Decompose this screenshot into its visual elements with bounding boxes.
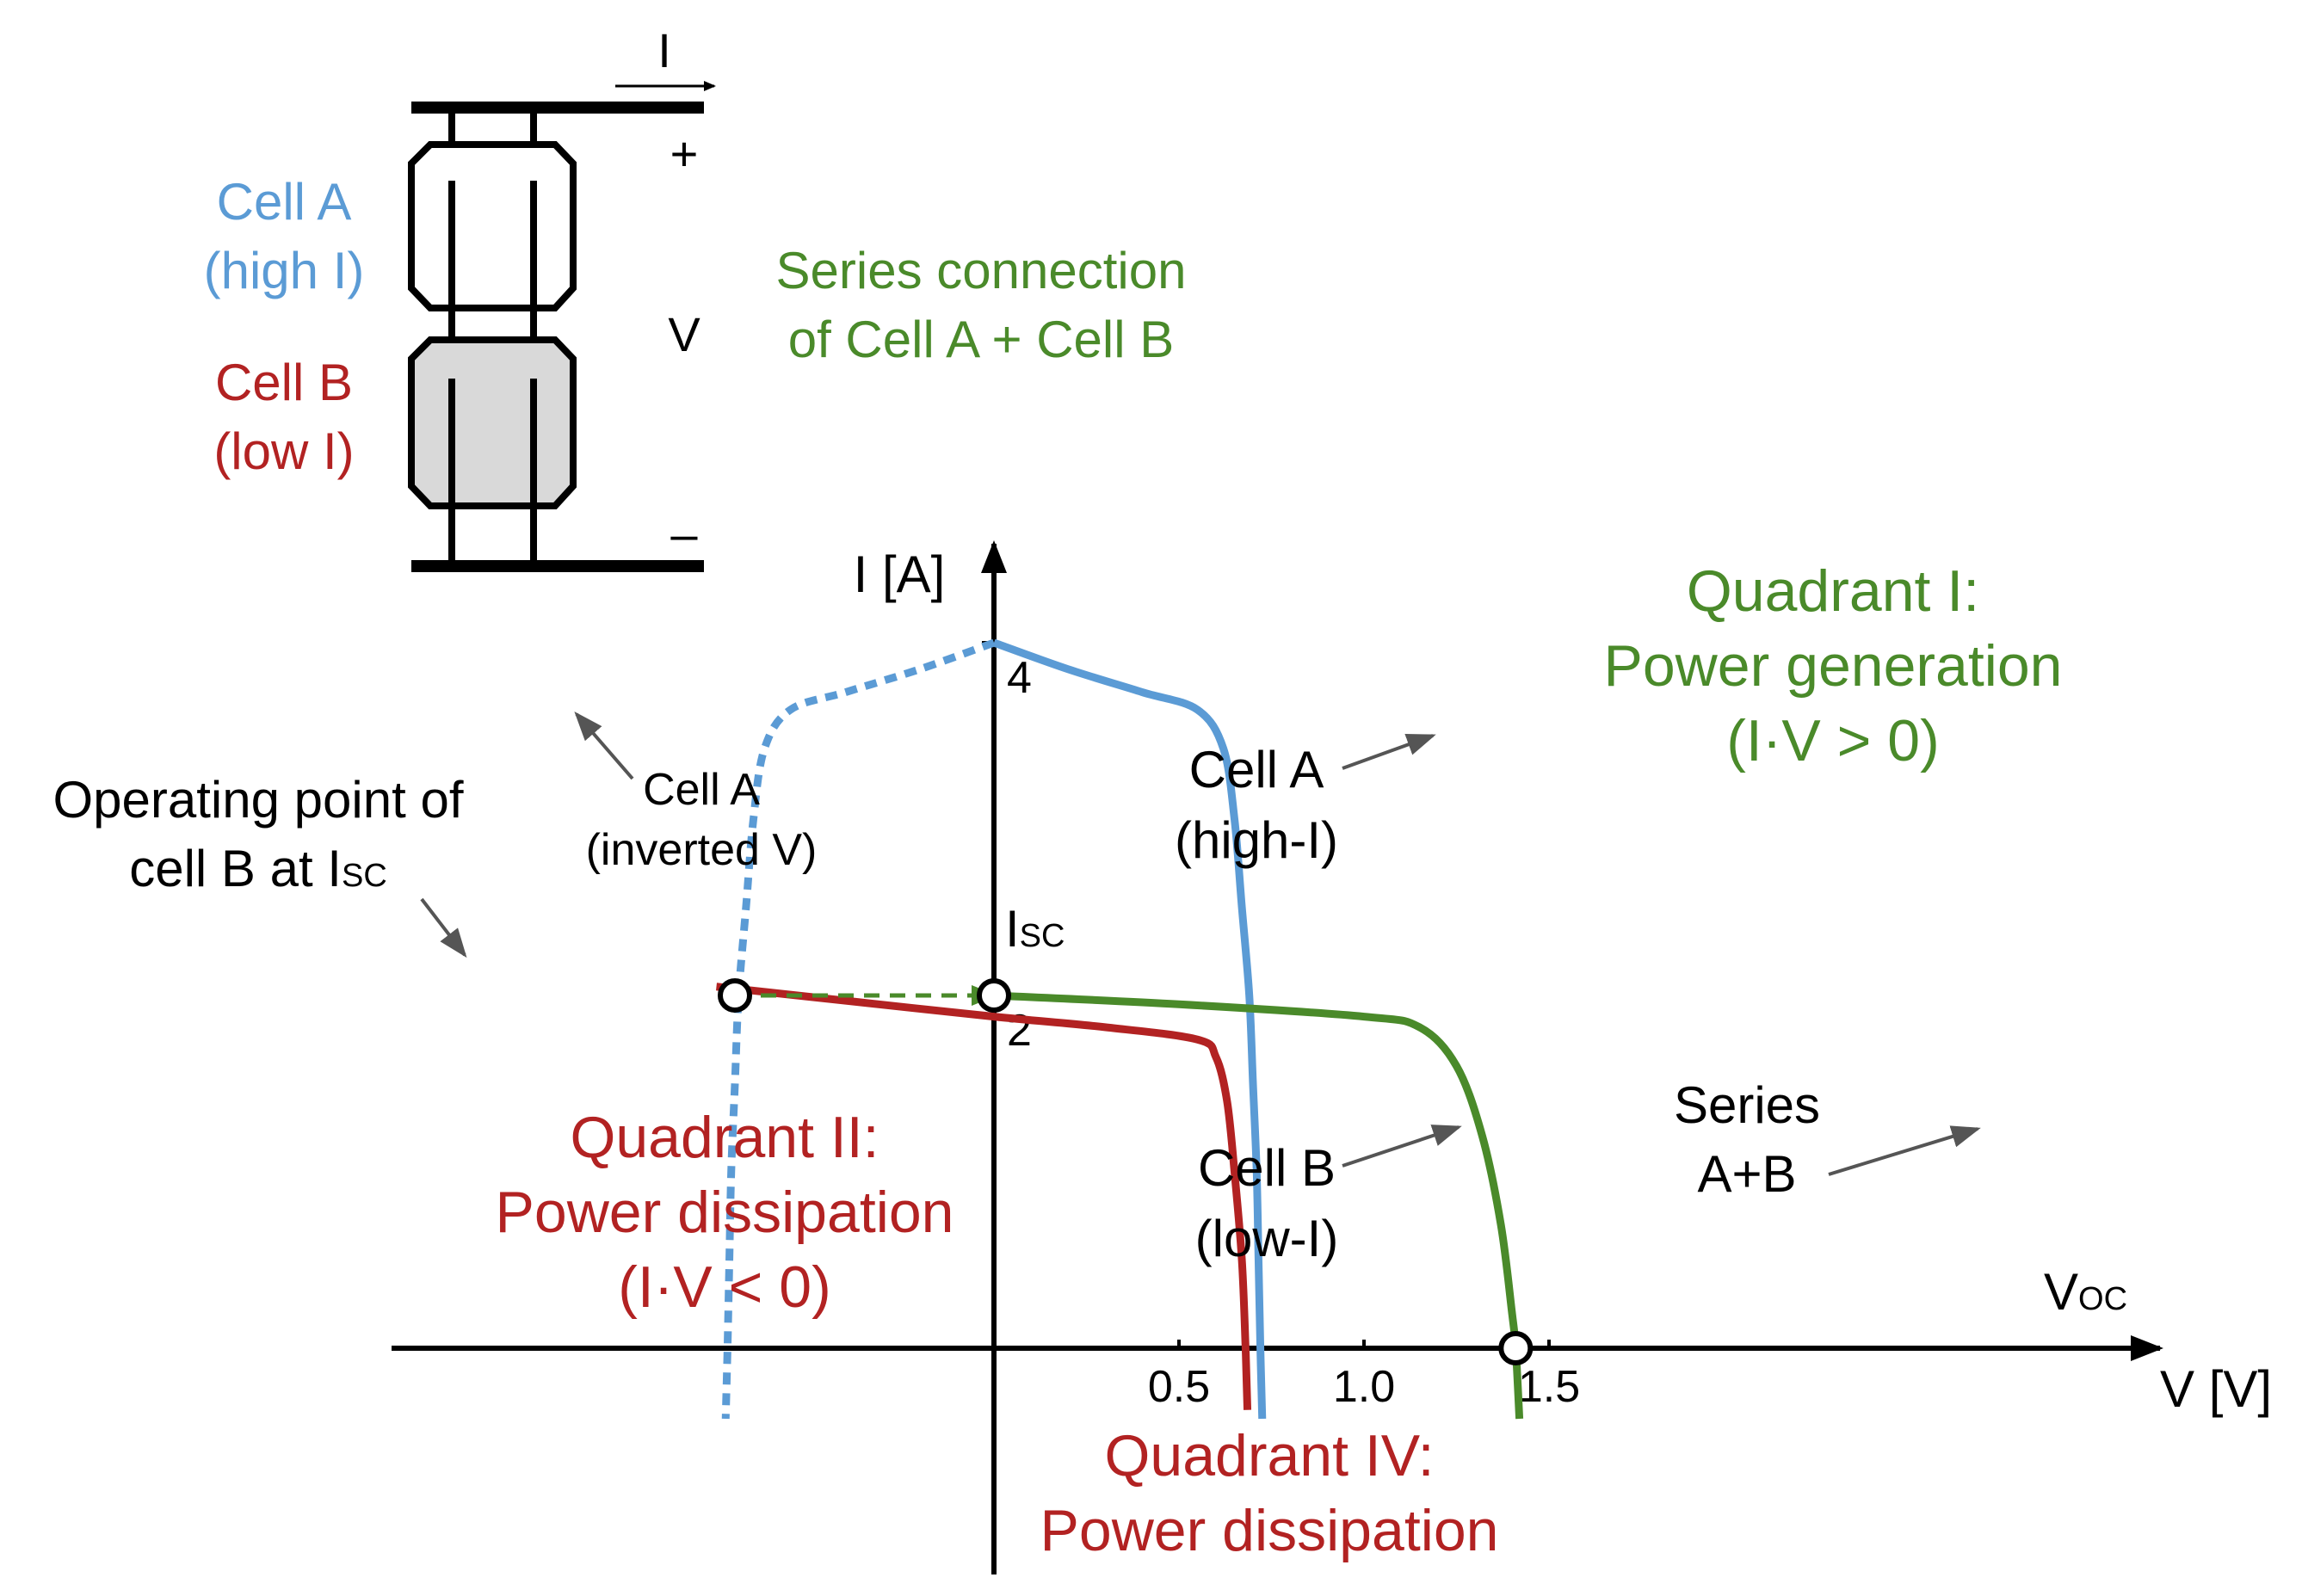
operating-point-pointer bbox=[420, 897, 467, 958]
cell-a-label-line1: Cell A bbox=[217, 173, 352, 231]
series-pointer bbox=[1828, 1125, 1981, 1176]
x-axis-label: V [V] bbox=[2160, 1360, 2272, 1418]
series-connection-line1: Series connection bbox=[776, 242, 1187, 299]
y-tick-label: 4 bbox=[1007, 653, 1032, 703]
axis-ticks: 0.5 1.0 1.5 2 4 bbox=[982, 641, 1580, 1412]
voc-sub: OC bbox=[2078, 1281, 2127, 1317]
curve-cell-a-high-i bbox=[992, 638, 1267, 1420]
plus-label: + bbox=[670, 126, 699, 181]
cell-b-pointer bbox=[1342, 1125, 1462, 1168]
voc-label: VOC bbox=[2044, 1263, 2127, 1321]
quadrant-1-line3: (I·V > 0) bbox=[1726, 708, 1940, 773]
quadrant-4-line1: Quadrant IV: bbox=[1104, 1423, 1434, 1488]
series-curve-line2: A+B bbox=[1697, 1145, 1796, 1203]
marker-operating-point-of-cell-b-at-isc bbox=[718, 978, 752, 1013]
op-point-line2-main: cell B at I bbox=[129, 840, 342, 897]
iv-chart: V [V] I [A] 0.5 1.0 1.5 2 4 Operating point … bbox=[53, 540, 2272, 1574]
isc-label: ISC bbox=[1005, 900, 1065, 958]
cell-a-inverted-line1: Cell A bbox=[643, 765, 760, 815]
x-tick-label: 0.5 bbox=[1148, 1362, 1210, 1412]
voltage-label: V bbox=[668, 307, 700, 361]
quadrant-2-line3: (I·V < 0) bbox=[618, 1254, 831, 1320]
cell-a-curve-line1: Cell A bbox=[1189, 741, 1324, 798]
cell-a-curve-line2: (high-I) bbox=[1175, 811, 1338, 869]
curves bbox=[716, 638, 1524, 1420]
cell-a-label-line2: (high I) bbox=[204, 242, 365, 299]
curve-series-a-b bbox=[993, 991, 1524, 1420]
current-label: I bbox=[657, 23, 671, 77]
cell-b-label-line1: Cell B bbox=[215, 354, 353, 411]
y-axis-label: I [A] bbox=[854, 545, 946, 603]
quadrant-1-line1: Quadrant I: bbox=[1687, 558, 1979, 624]
cell-b-curve-line2: (low-I) bbox=[1195, 1210, 1339, 1267]
minus-label: – bbox=[670, 507, 698, 561]
x-tick-label: 1.5 bbox=[1518, 1362, 1580, 1412]
cell-a-inverted-line2: (inverted V) bbox=[586, 825, 818, 875]
cell-b-shape bbox=[408, 336, 577, 509]
series-curve-line1: Series bbox=[1674, 1076, 1820, 1134]
cell-b-curve-line1: Cell B bbox=[1198, 1139, 1336, 1197]
curve-cell-a-inverted-v bbox=[721, 638, 996, 1420]
marker-isc bbox=[977, 978, 1011, 1013]
y-tick-label: 2 bbox=[1007, 1006, 1032, 1056]
quadrant-2-line1: Quadrant II: bbox=[570, 1105, 879, 1170]
op-point-line2-sub: SC bbox=[342, 858, 387, 894]
x-tick-label: 1.0 bbox=[1333, 1362, 1395, 1412]
cell-a-pointer bbox=[1342, 733, 1436, 770]
cell-b-label-line2: (low I) bbox=[213, 422, 354, 480]
op-point-line2: cell B at ISC bbox=[129, 840, 387, 897]
quadrant-1-line2: Power generation bbox=[1603, 633, 2062, 699]
voc-main: V bbox=[2044, 1263, 2078, 1321]
isc-main: I bbox=[1005, 900, 1020, 958]
series-schematic: I + – V Cell A (high I) Cell B (low I) S… bbox=[204, 23, 1187, 572]
cell-a-shape bbox=[408, 141, 577, 311]
series-connection-line2: of Cell A + Cell B bbox=[788, 311, 1175, 368]
cell-a-inverted-pointer bbox=[574, 711, 634, 780]
isc-sub: SC bbox=[1020, 918, 1065, 954]
quadrant-4-line2: Power dissipation bbox=[1040, 1498, 1499, 1563]
curve-cell-b-low-i bbox=[716, 983, 1252, 1410]
marker-voc bbox=[1498, 1331, 1534, 1365]
markers bbox=[718, 978, 1534, 1365]
quadrant-2-line2: Power dissipation bbox=[496, 1180, 954, 1245]
op-point-line1: Operating point of bbox=[53, 771, 464, 829]
